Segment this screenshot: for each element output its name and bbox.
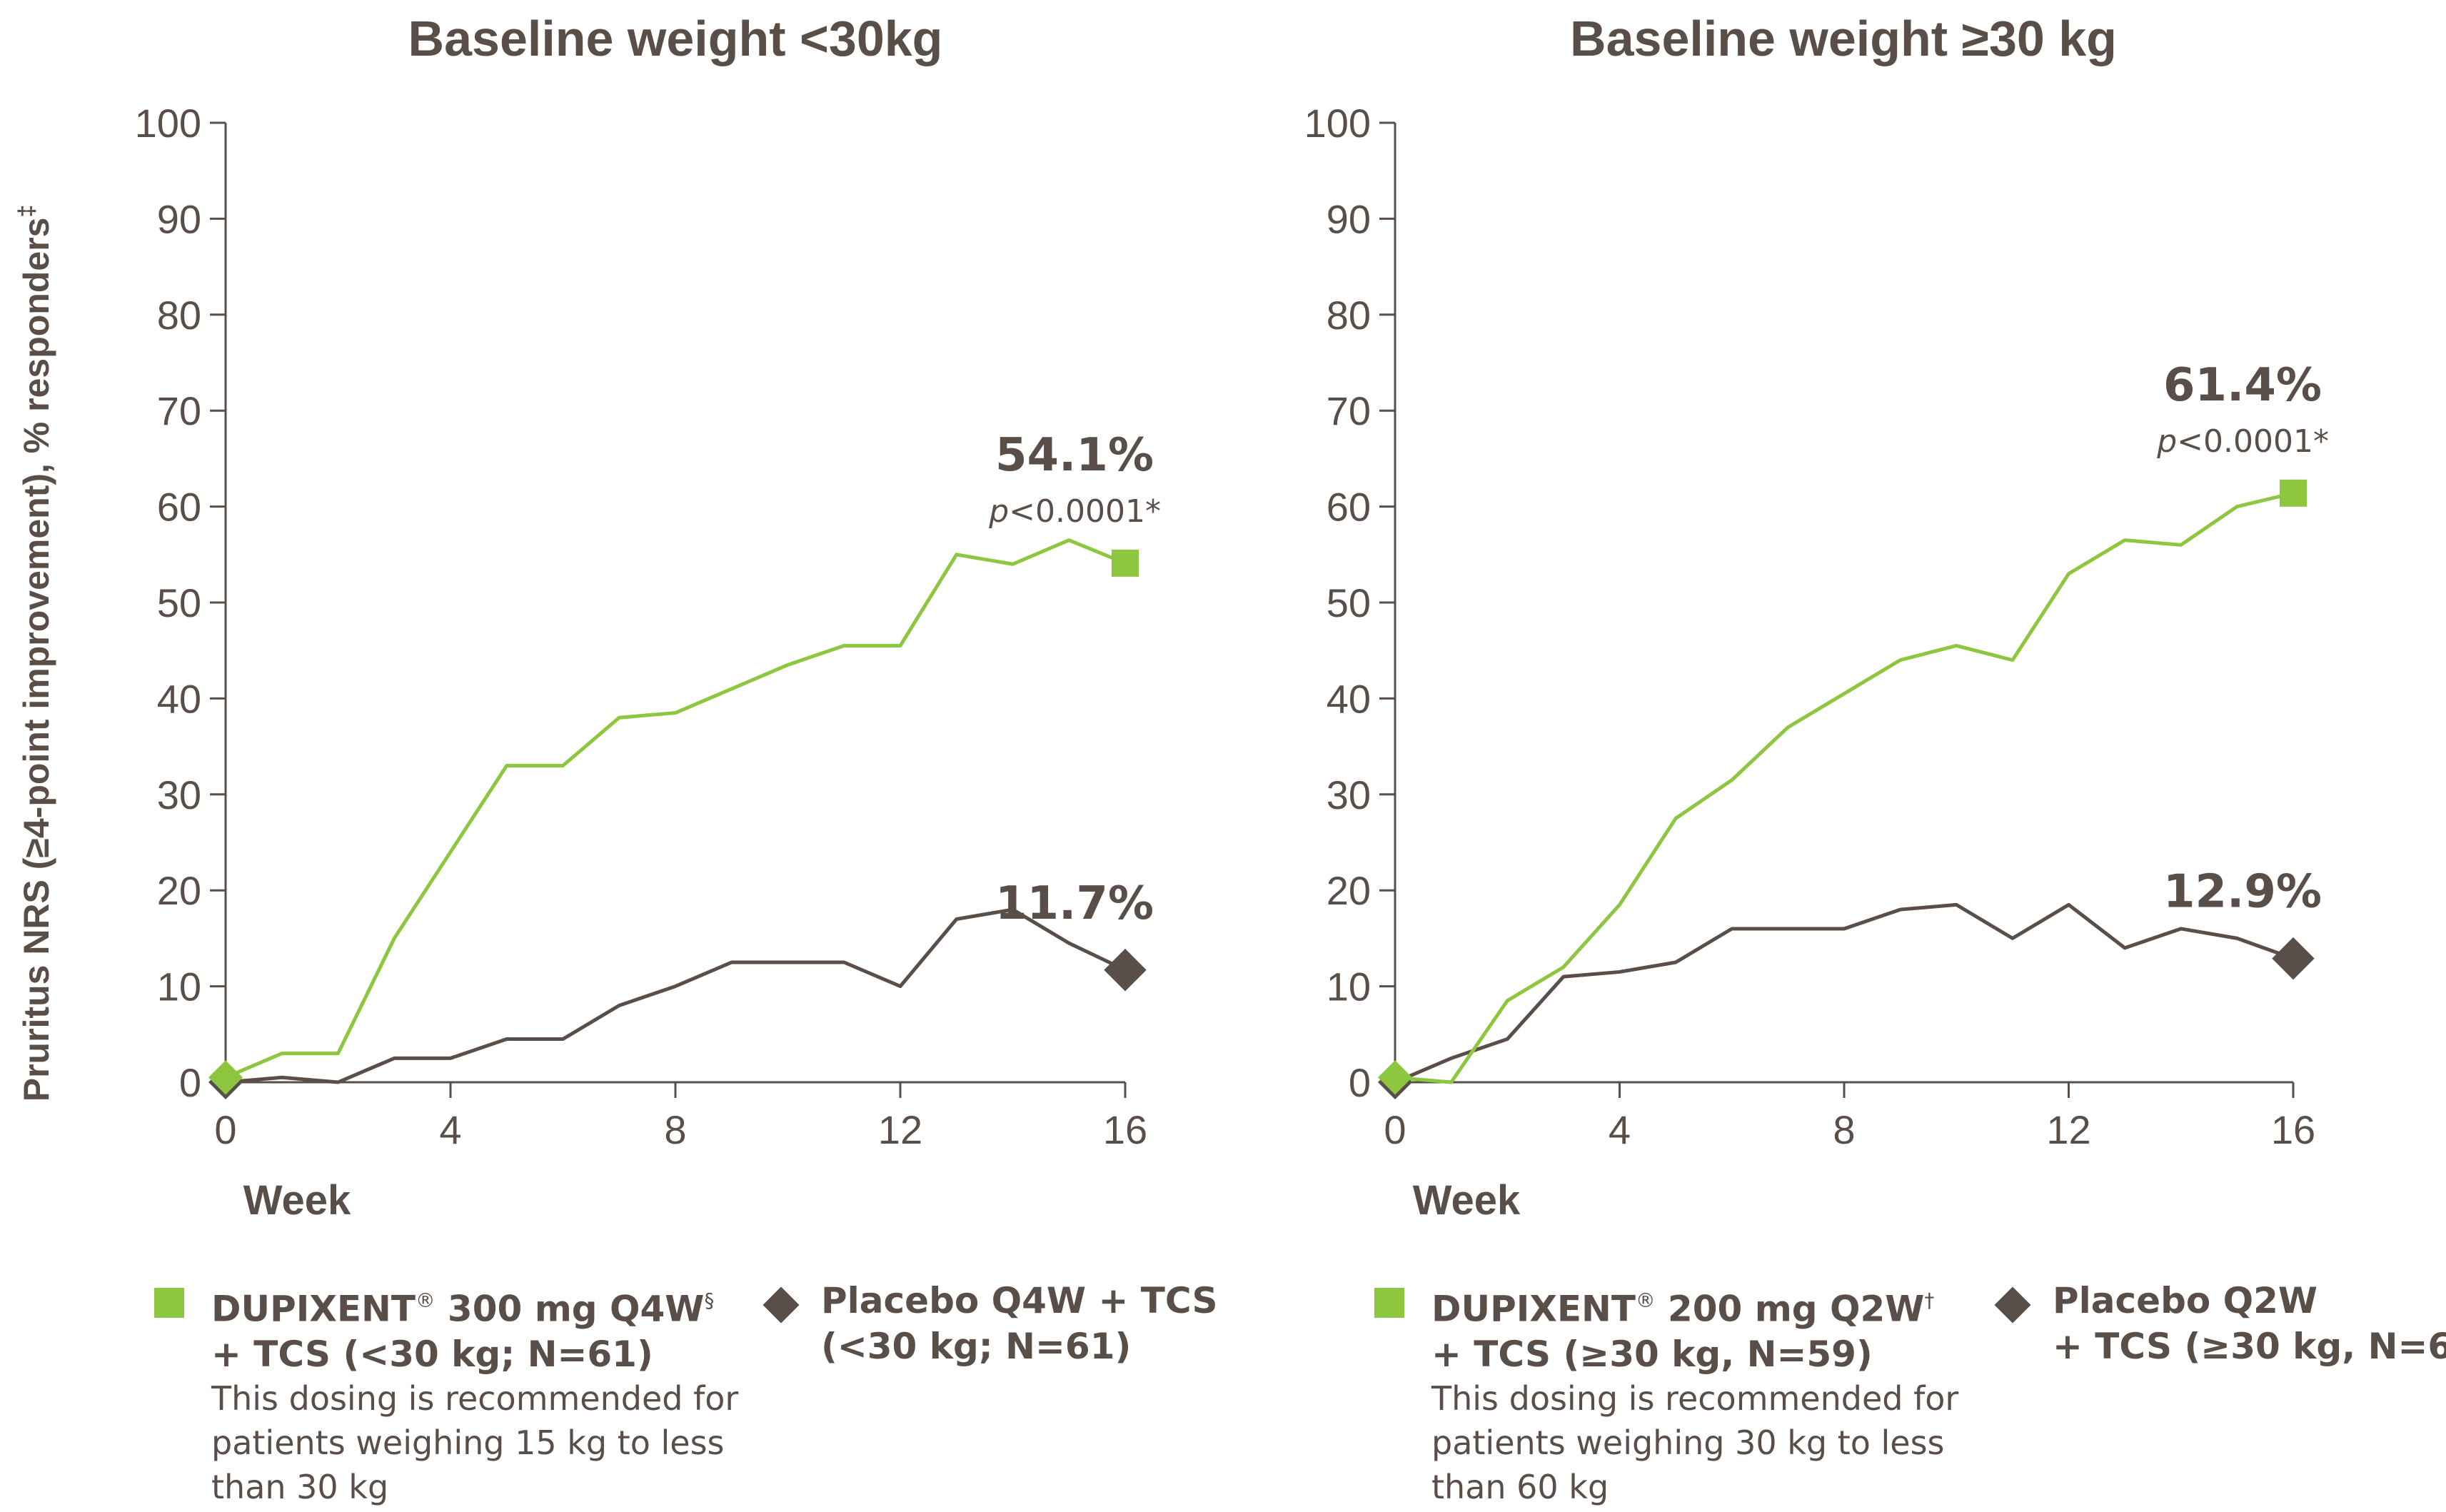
legend-label: Placebo Q4W + TCS (<30 kg; N=61) xyxy=(821,1280,1218,1367)
square-icon xyxy=(1374,1288,1404,1318)
x-tick-label: 0 xyxy=(1384,1107,1406,1152)
y-tick-label: 80 xyxy=(157,293,201,338)
series-line-dupixent xyxy=(225,538,1126,1079)
y-tick-label: 90 xyxy=(1327,196,1371,241)
y-tick-label: 0 xyxy=(179,1060,201,1105)
panel-title: Baseline weight ≥30 kg xyxy=(1570,11,2117,66)
p-value-label: p<0.0001* xyxy=(2156,423,2329,460)
x-tick-label: 16 xyxy=(1103,1107,1147,1152)
y-tick-label: 50 xyxy=(1327,580,1371,625)
dupixent-end-value-label: 61.4% xyxy=(2163,359,2322,412)
y-tick-label: 10 xyxy=(157,964,201,1009)
series-line-dupixent xyxy=(1394,491,2294,1084)
series-line-placebo xyxy=(225,907,1127,1084)
y-tick-label: 80 xyxy=(1327,293,1371,338)
y-tick-label: 100 xyxy=(135,101,201,146)
end-point-square xyxy=(1112,549,1139,577)
x-tick-label: 8 xyxy=(664,1107,686,1152)
panel-left: Baseline weight <30kg0102030405060708090… xyxy=(135,11,1161,1224)
y-tick-label: 70 xyxy=(1327,388,1371,433)
legend-note: This dosing is recommended for patients … xyxy=(211,1379,739,1506)
dupixent-end-value-label: 54.1% xyxy=(995,429,1154,482)
start-point-diamond xyxy=(1377,1060,1413,1095)
y-tick-label: 40 xyxy=(1327,676,1371,721)
x-tick-label: 16 xyxy=(2271,1107,2315,1152)
y-tick-label: 90 xyxy=(157,196,201,241)
end-point-diamond xyxy=(1104,949,1147,992)
x-tick-label: 12 xyxy=(2046,1107,2090,1152)
y-tick-label: 70 xyxy=(157,388,201,433)
start-point-diamond xyxy=(208,1060,243,1095)
panel-title: Baseline weight <30kg xyxy=(408,11,943,66)
y-tick-label: 10 xyxy=(1327,964,1371,1009)
y-tick-label: 0 xyxy=(1349,1060,1371,1105)
end-point-diamond xyxy=(2272,937,2315,980)
y-tick-label: 60 xyxy=(1327,485,1371,530)
y-tick-label: 20 xyxy=(1327,868,1371,913)
legend-label: Placebo Q2W+ TCS (≥30 kg, N=62) xyxy=(2053,1280,2446,1367)
panel-right: Baseline weight ≥30 kg010203040506070809… xyxy=(1304,11,2329,1224)
y-tick-label: 100 xyxy=(1304,101,1371,146)
x-axis-label: Week xyxy=(243,1177,351,1224)
x-tick-label: 4 xyxy=(439,1107,461,1152)
y-tick-label: 50 xyxy=(157,580,201,625)
y-tick-label: 20 xyxy=(157,868,201,913)
y-tick-label: 60 xyxy=(157,485,201,530)
y-tick-label: 40 xyxy=(157,676,201,721)
x-tick-label: 0 xyxy=(214,1107,236,1152)
series-line-placebo xyxy=(1394,902,2294,1084)
end-point-square xyxy=(2280,479,2307,507)
legend-label: DUPIXENT® 200 mg Q2W† + TCS (≥30 kg, N=59… xyxy=(1431,1288,1935,1376)
p-value-label: p<0.0001* xyxy=(988,493,1161,530)
placebo-end-value-label: 11.7% xyxy=(995,877,1154,930)
square-icon xyxy=(154,1288,184,1318)
x-tick-label: 4 xyxy=(1609,1107,1631,1152)
x-axis-label: Week xyxy=(1413,1177,1521,1224)
placebo-end-value-label: 12.9% xyxy=(2163,866,2322,919)
y-tick-label: 30 xyxy=(1327,772,1371,817)
legend-note: This dosing is recommended for patients … xyxy=(1431,1379,1959,1506)
legend-label: DUPIXENT® 300 mg Q4W§ + TCS (<30 kg; N=61… xyxy=(211,1288,715,1376)
x-tick-label: 8 xyxy=(1833,1107,1855,1152)
y-tick-label: 30 xyxy=(157,772,201,817)
y-axis-label: Pruritus NRS (≥4-point improvement), % r… xyxy=(14,205,56,1102)
x-tick-label: 12 xyxy=(878,1107,922,1152)
